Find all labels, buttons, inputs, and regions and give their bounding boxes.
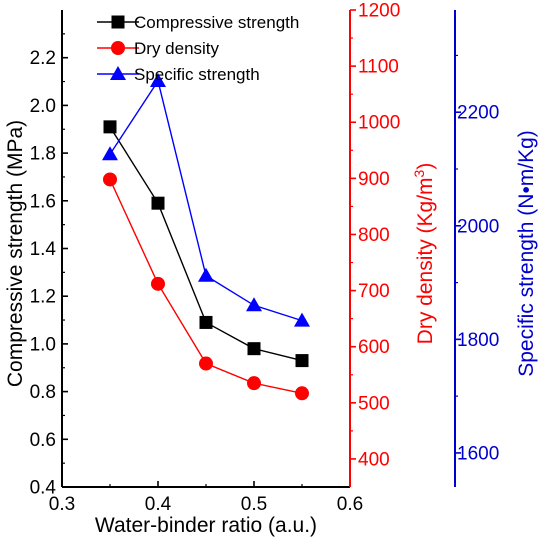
dry-density-point — [295, 386, 309, 401]
dry-density-axis-tick-label: 1100 — [358, 57, 399, 78]
left-axis-tick-label: 1.4 — [30, 239, 57, 260]
left-axis-tick-label: 0.6 — [30, 430, 56, 451]
legend-compressive-strength-label: Compressive strength — [134, 13, 299, 32]
left-axis-label: Compressive strength (MPa) — [4, 120, 27, 387]
dry-density-axis-tick-label: 600 — [358, 337, 390, 358]
left-axis-tick-label: 2.2 — [30, 48, 56, 69]
legend-dry-density-marker — [111, 41, 125, 55]
specific-strength-line — [109, 79, 303, 322]
specific-strength-point — [150, 72, 166, 87]
dry-density-axis-label-main: Dry density (Kg/m — [414, 177, 437, 344]
x-axis-label: Water-binder ratio (a.u.) — [95, 514, 317, 537]
left-axis-tick-label: 0.8 — [30, 382, 56, 403]
legend: Compressive strength Dry density Specific … — [97, 13, 299, 84]
specific-strength-axis-tick-label: 1600 — [457, 443, 499, 464]
x-axis-tick-label: 0.4 — [145, 494, 172, 515]
dry-density-point — [199, 356, 213, 371]
left-axis-tick-label: 1.0 — [30, 334, 56, 355]
x-axis-tick-label: 0.6 — [337, 494, 363, 515]
dry-density-axis-label-end: ) — [414, 163, 437, 170]
compressive-strength-point — [103, 120, 117, 134]
legend-specific-strength-label: Specific strength — [134, 65, 260, 84]
legend-compressive-strength-marker — [111, 15, 125, 29]
dry-density-point — [151, 276, 165, 291]
compressive-strength-point — [199, 315, 213, 329]
left-axis-tick-label: 1.2 — [30, 287, 56, 308]
legend-specific-strength-marker — [110, 66, 126, 80]
compressive-strength-point — [295, 354, 309, 368]
left-axis-tick-label: 0.4 — [30, 478, 57, 499]
compressive-strength-point — [151, 196, 165, 210]
compressive-strength-point — [247, 342, 261, 356]
legend-dry-density-label: Dry density — [134, 39, 220, 58]
specific-strength-axis-tick-label: 2000 — [457, 216, 499, 237]
axes-group: 0.4 0.6 0.8 1.0 1.2 1.4 1.6 1.8 2.0 2.2 Compressiv… — [4, 1, 538, 538]
dry-density-point — [103, 172, 117, 187]
specific-strength-point — [102, 146, 118, 161]
dry-density-axis-tick-label: 1200 — [358, 1, 400, 22]
specific-strength-axis-tick-label: 1800 — [457, 330, 499, 351]
series-group — [102, 72, 310, 401]
dry-density-axis-tick-label: 400 — [358, 449, 390, 470]
dry-density-axis-tick-label: 900 — [358, 169, 390, 190]
specific-strength-point — [246, 297, 262, 312]
left-axis-tick-label: 1.6 — [30, 191, 56, 212]
left-axis-tick-label: 1.8 — [30, 144, 56, 165]
specific-strength-axis-tick-label: 2200 — [457, 103, 499, 124]
dry-density-axis-label: Dry density (Kg/m3) — [411, 163, 437, 345]
dry-density-axis-tick-label: 800 — [358, 225, 390, 246]
dry-density-point — [247, 376, 261, 391]
specific-strength-point — [198, 267, 214, 282]
specific-strength-axis-label: Specific strength (N•m/Kg) — [515, 130, 538, 377]
dry-density-axis-tick-label: 700 — [358, 281, 390, 302]
x-axis-tick-label: 0.3 — [49, 494, 75, 515]
specific-strength-point — [294, 312, 310, 327]
dry-density-axis-tick-label: 500 — [358, 393, 390, 414]
dry-density-axis-tick-label: 1000 — [358, 113, 400, 134]
dry-density-axis-label-sup: 3 — [411, 169, 427, 177]
left-axis-tick-label: 2.0 — [30, 96, 56, 117]
x-axis-tick-label: 0.5 — [241, 494, 267, 515]
